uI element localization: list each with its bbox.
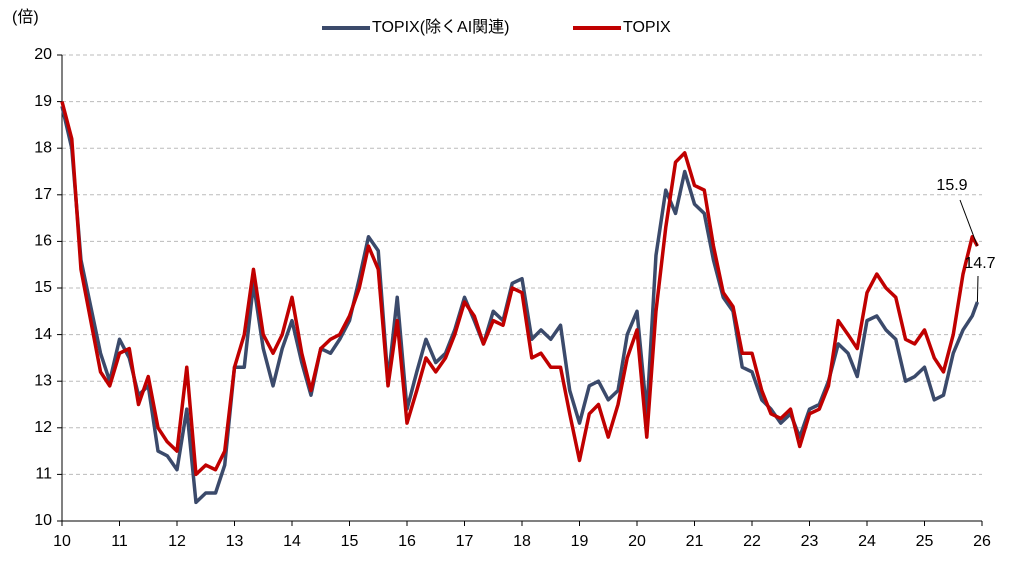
x-tick-label: 10 — [53, 533, 71, 550]
x-tick-label: 13 — [226, 533, 244, 550]
x-tick-label: 22 — [743, 533, 761, 550]
x-tick-label: 12 — [168, 533, 186, 550]
x-tick-label: 21 — [686, 533, 704, 550]
y-tick-label: 13 — [34, 372, 52, 389]
x-tick-label: 15 — [341, 533, 359, 550]
line-series — [60, 105, 980, 505]
y-tick-label: 10 — [34, 512, 52, 529]
y-tick-label: 19 — [34, 93, 52, 110]
x-tick-label: 18 — [513, 533, 531, 550]
line-series — [60, 101, 979, 477]
x-tick-label: 16 — [398, 533, 416, 550]
annotation-label: 14.7 — [964, 255, 995, 272]
x-tick-label: 14 — [283, 533, 301, 550]
x-tick-label: 25 — [916, 533, 934, 550]
y-tick-label: 15 — [34, 279, 52, 296]
x-tick-label: 11 — [111, 533, 128, 550]
y-tick-label: 14 — [34, 326, 52, 343]
y-tick-label: 12 — [34, 419, 52, 436]
annotation-label: 15.9 — [936, 177, 967, 194]
y-unit-label: (倍) — [12, 8, 39, 26]
annotation-leader — [976, 275, 979, 302]
y-tick-label: 17 — [34, 186, 52, 203]
x-tick-label: 19 — [571, 533, 589, 550]
y-tick-label: 20 — [34, 46, 52, 63]
y-tick-label: 16 — [34, 233, 52, 250]
x-tick-label: 26 — [973, 533, 991, 550]
y-tick-label: 18 — [34, 139, 52, 156]
annotation-leader — [959, 199, 978, 247]
legend-label: TOPIX(除くAI関連) — [372, 18, 510, 36]
legend-label: TOPIX — [623, 19, 671, 36]
x-tick-label: 20 — [628, 533, 646, 550]
x-tick-label: 17 — [456, 533, 474, 550]
y-tick-label: 11 — [35, 466, 52, 483]
x-tick-label: 23 — [801, 533, 819, 550]
x-tick-label: 24 — [858, 533, 876, 550]
